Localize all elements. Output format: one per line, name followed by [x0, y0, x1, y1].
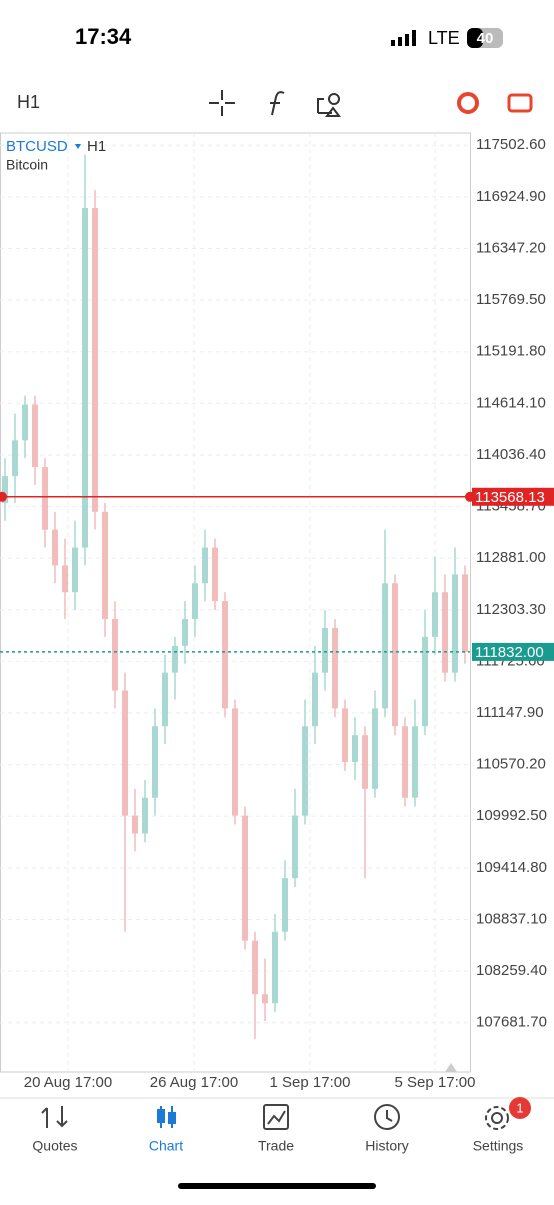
toolbar-icons[interactable]	[209, 90, 533, 117]
candle-body	[12, 440, 18, 477]
candle-body	[132, 815, 138, 834]
candle-body	[422, 636, 428, 727]
candle-body	[182, 619, 188, 646]
candle-body	[352, 735, 358, 762]
tab-label[interactable]: History	[365, 1138, 409, 1154]
y-tick-label: 116924.90	[476, 188, 546, 205]
candle-body	[312, 672, 318, 727]
candle-body	[42, 467, 48, 530]
symbol[interactable]: BTCUSD	[6, 138, 68, 155]
candle-body	[432, 592, 438, 637]
candle-body	[222, 601, 228, 709]
candle-body	[292, 815, 298, 879]
timeframe[interactable]: H1	[17, 92, 40, 112]
candle-body	[202, 547, 208, 584]
tab-label[interactable]: Chart	[149, 1138, 183, 1154]
candle-body	[442, 592, 448, 673]
candle-body	[82, 208, 88, 548]
tab-label[interactable]: Quotes	[32, 1138, 77, 1154]
candle-body	[342, 708, 348, 762]
candle-body	[282, 878, 288, 932]
y-tick-label: 117502.60	[476, 136, 546, 153]
x-tick-label: 5 Sep 17:00	[395, 1074, 476, 1091]
candle-body	[412, 726, 418, 798]
y-tick-label: 114036.40	[476, 446, 546, 463]
candle-body	[192, 583, 198, 620]
badge	[509, 1097, 531, 1119]
y-tick-label: 112881.00	[476, 549, 546, 566]
candle-body	[302, 726, 308, 816]
signal-icon	[391, 30, 416, 46]
y-tick-label: 107681.70	[476, 1014, 547, 1031]
candle-body	[402, 726, 408, 798]
candle-body	[382, 583, 388, 709]
candle-body	[362, 735, 368, 789]
price-line-handle[interactable]	[0, 491, 7, 502]
candle-body	[152, 726, 158, 798]
battery-text: 40	[477, 30, 494, 47]
candle-body	[2, 476, 8, 503]
x-tick-label: 26 Aug 17:00	[150, 1074, 238, 1091]
network: LTE	[428, 28, 460, 48]
candle-body	[212, 547, 218, 602]
y-tick-label: 114614.10	[476, 394, 546, 411]
price-label: 113568.13	[475, 489, 545, 506]
x-tick-label: 1 Sep 17:00	[270, 1074, 351, 1091]
y-tick-label: 110570.20	[476, 756, 546, 773]
y-tick-label: 108259.40	[476, 962, 547, 979]
symbol-arrow	[75, 144, 81, 149]
candle-body	[242, 815, 248, 941]
badge-text: 1	[516, 1100, 523, 1115]
candle-body	[62, 565, 68, 593]
tab-label[interactable]: Trade	[258, 1138, 294, 1154]
tab-label[interactable]: Settings	[473, 1138, 524, 1154]
home-indicator	[178, 1183, 376, 1189]
x-tick-label: 20 Aug 17:00	[24, 1074, 112, 1091]
candle-body	[372, 708, 378, 789]
y-tick-label: 112303.30	[476, 601, 546, 618]
candle-body	[162, 672, 168, 727]
plot	[0, 133, 470, 1072]
clock: 17:34	[75, 24, 132, 49]
candle-body	[142, 797, 148, 834]
candle-body	[102, 511, 108, 620]
y-tick-label: 108837.10	[476, 910, 547, 927]
candle-body	[272, 931, 278, 1004]
y-tick-label: 109992.50	[476, 807, 547, 824]
candle-body	[232, 708, 238, 816]
candle-body	[322, 627, 328, 673]
candle-body	[462, 574, 468, 652]
candle-body	[32, 404, 38, 468]
chart-frame	[0, 132, 471, 1073]
tab-bar: Quotes Chart Trade History Settings	[32, 1138, 523, 1154]
candle-body	[52, 529, 58, 566]
candle-body	[172, 645, 178, 673]
scroll-marker	[445, 1063, 457, 1072]
candle-body	[112, 619, 118, 691]
y-tick-label: 111147.90	[476, 704, 544, 721]
price-label: 111832.00	[475, 644, 544, 661]
tab-icons	[41, 1104, 509, 1130]
y-tick-label: 115191.80	[476, 343, 546, 360]
candle-body	[72, 547, 78, 593]
candle-body	[252, 940, 258, 995]
symbol-description: Bitcoin	[6, 157, 48, 173]
candle-body	[122, 690, 128, 816]
price-label-box	[472, 642, 554, 661]
candle-body	[332, 627, 338, 709]
y-tick-label: 116347.20	[476, 239, 546, 256]
price-label-box	[472, 487, 554, 506]
candle-body	[452, 574, 458, 673]
candle-body	[392, 583, 398, 727]
candle-body	[262, 994, 268, 1004]
symbol-timeframe: H1	[87, 138, 106, 155]
candle-body	[22, 404, 28, 441]
candle-body	[92, 208, 98, 512]
y-tick-label: 115769.50	[476, 291, 546, 308]
battery-level	[467, 28, 483, 48]
y-tick-label: 109414.80	[476, 859, 547, 876]
